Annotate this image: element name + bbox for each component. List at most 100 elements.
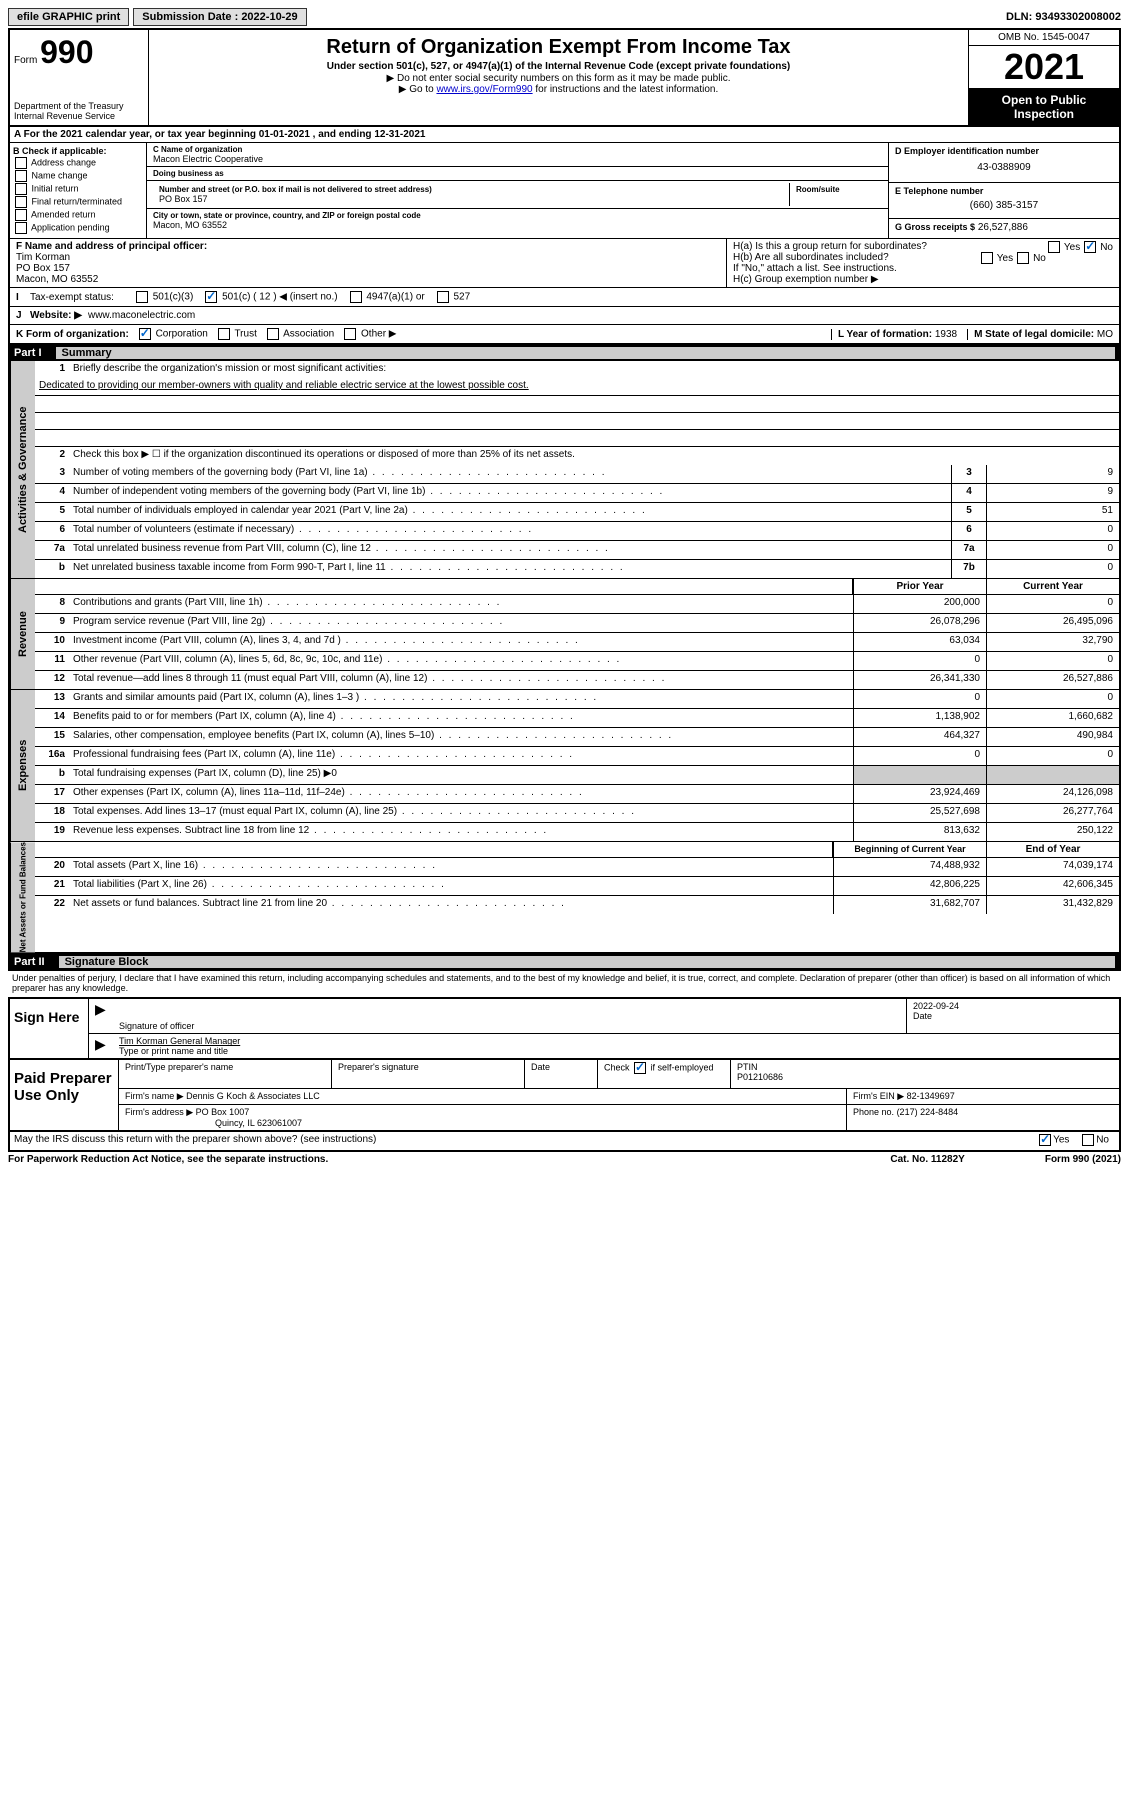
principal-officer: F Name and address of principal officer:… bbox=[10, 239, 727, 287]
telephone-row: E Telephone number (660) 385-3157 bbox=[889, 183, 1119, 219]
tax-year: 2021 bbox=[969, 46, 1119, 89]
section-bcd: B Check if applicable: Address change Na… bbox=[8, 143, 1121, 238]
expense-line-16a: 16a Professional fundraising fees (Part … bbox=[35, 747, 1119, 766]
address-row: Number and street (or P.O. box if mail i… bbox=[147, 181, 888, 209]
row-j-website: J Website: ▶ www.maconelectric.com bbox=[8, 306, 1121, 324]
column-d-ein-tel: D Employer identification number 43-0388… bbox=[889, 143, 1119, 238]
cb-address-change[interactable]: Address change bbox=[13, 157, 143, 169]
signature-section: Sign Here ▶ Signature of officer 2022-09… bbox=[8, 997, 1121, 1060]
city-row: City or town, state or province, country… bbox=[147, 209, 888, 232]
form-title: Return of Organization Exempt From Incom… bbox=[153, 36, 964, 59]
firm-phone: (217) 224-8484 bbox=[897, 1107, 959, 1117]
type-name-label: Type or print name and title bbox=[119, 1046, 1113, 1056]
firm-city: Quincy, IL 623061007 bbox=[125, 1118, 840, 1128]
expense-line-15: 15 Salaries, other compensation, employe… bbox=[35, 728, 1119, 747]
netassets-line-22: 22 Net assets or fund balances. Subtract… bbox=[35, 896, 1119, 914]
top-bar: efile GRAPHIC print Submission Date : 20… bbox=[8, 8, 1121, 26]
netassets-line-20: 20 Total assets (Part X, line 16) 74,488… bbox=[35, 858, 1119, 877]
firm-name: Dennis G Koch & Associates LLC bbox=[186, 1091, 320, 1101]
column-c-org-info: C Name of organization Macon Electric Co… bbox=[147, 143, 889, 238]
expense-line-b: b Total fundraising expenses (Part IX, c… bbox=[35, 766, 1119, 785]
cb-initial-return[interactable]: Initial return bbox=[13, 183, 143, 195]
cb-final-return[interactable]: Final return/terminated bbox=[13, 196, 143, 208]
revenue-line-9: 9 Program service revenue (Part VIII, li… bbox=[35, 614, 1119, 633]
cb-amended[interactable]: Amended return bbox=[13, 209, 143, 221]
header-right: OMB No. 1545-0047 2021 Open to Public In… bbox=[968, 30, 1119, 125]
subtitle-3: ▶ Go to www.irs.gov/Form990 for instruct… bbox=[153, 84, 964, 95]
mission-blank1 bbox=[35, 396, 1119, 413]
mission-text: Dedicated to providing our member-owners… bbox=[35, 379, 1119, 396]
discuss-yes-no[interactable]: Yes No bbox=[1027, 1132, 1119, 1150]
part1-header: Part I Summary bbox=[8, 345, 1121, 361]
subtitle-2: ▶ Do not enter social security numbers o… bbox=[153, 73, 964, 84]
column-b-checkboxes: B Check if applicable: Address change Na… bbox=[10, 143, 147, 238]
mission-blank3 bbox=[35, 430, 1119, 447]
revenue-line-10: 10 Investment income (Part VIII, column … bbox=[35, 633, 1119, 652]
vtab-revenue: Revenue bbox=[10, 579, 35, 689]
ptin-value: P01210686 bbox=[737, 1072, 1113, 1082]
self-employed-check[interactable]: Check if self-employed bbox=[604, 1062, 724, 1074]
website-value: www.maconelectric.com bbox=[88, 310, 195, 321]
gov-line-3: 3 Number of voting members of the govern… bbox=[35, 465, 1119, 484]
discuss-row: May the IRS discuss this return with the… bbox=[8, 1132, 1121, 1152]
header-left: Form 990 Department of the Treasury Inte… bbox=[10, 30, 149, 125]
h-a: H(a) Is this a group return for subordin… bbox=[733, 241, 1113, 252]
officer-name: Tim Korman bbox=[16, 252, 720, 263]
street-address: PO Box 157 bbox=[159, 194, 783, 204]
gov-line-6: 6 Total number of volunteers (estimate i… bbox=[35, 522, 1119, 541]
expense-line-19: 19 Revenue less expenses. Subtract line … bbox=[35, 823, 1119, 841]
irs-link[interactable]: www.irs.gov/Form990 bbox=[436, 84, 532, 95]
ein-row: D Employer identification number 43-0388… bbox=[889, 143, 1119, 183]
omb-number: OMB No. 1545-0047 bbox=[969, 30, 1119, 46]
officer-addr1: PO Box 157 bbox=[16, 263, 720, 274]
sign-here-label: Sign Here bbox=[10, 999, 89, 1058]
form-prefix: Form bbox=[14, 55, 37, 66]
open-public-badge: Open to Public Inspection bbox=[969, 89, 1119, 125]
paid-preparer-label: Paid Preparer Use Only bbox=[10, 1060, 119, 1130]
line2-text: Check this box ▶ ☐ if the organization d… bbox=[69, 447, 1119, 465]
page-footer: For Paperwork Reduction Act Notice, see … bbox=[8, 1152, 1121, 1167]
org-name-row: C Name of organization Macon Electric Co… bbox=[147, 143, 888, 167]
footer-form: Form 990 (2021) bbox=[1045, 1154, 1121, 1165]
gov-line-4: 4 Number of independent voting members o… bbox=[35, 484, 1119, 503]
city-state-zip: Macon, MO 63552 bbox=[153, 220, 882, 230]
submission-date-button[interactable]: Submission Date : 2022-10-29 bbox=[133, 8, 306, 26]
revenue-col-headers: Prior Year Current Year bbox=[35, 579, 1119, 595]
gov-line-b: b Net unrelated business taxable income … bbox=[35, 560, 1119, 578]
revenue-line-12: 12 Total revenue—add lines 8 through 11 … bbox=[35, 671, 1119, 689]
header-middle: Return of Organization Exempt From Incom… bbox=[149, 30, 968, 125]
efile-button[interactable]: efile GRAPHIC print bbox=[8, 8, 129, 26]
arrow-icon-2: ▶ bbox=[89, 1034, 113, 1058]
line1-label: Briefly describe the organization's miss… bbox=[69, 361, 1119, 379]
form-header: Form 990 Department of the Treasury Inte… bbox=[8, 28, 1121, 127]
expense-line-13: 13 Grants and similar amounts paid (Part… bbox=[35, 690, 1119, 709]
department-text: Department of the Treasury Internal Reve… bbox=[14, 101, 144, 121]
cb-application-pending[interactable]: Application pending bbox=[13, 222, 143, 234]
expense-line-14: 14 Benefits paid to or for members (Part… bbox=[35, 709, 1119, 728]
vtab-governance: Activities & Governance bbox=[10, 361, 35, 578]
netassets-line-21: 21 Total liabilities (Part X, line 26) 4… bbox=[35, 877, 1119, 896]
footer-left: For Paperwork Reduction Act Notice, see … bbox=[8, 1154, 890, 1165]
telephone-value: (660) 385-3157 bbox=[895, 196, 1113, 215]
cb-name-change[interactable]: Name change bbox=[13, 170, 143, 182]
officer-signed-name: Tim Korman General Manager bbox=[119, 1036, 1113, 1046]
officer-addr2: Macon, MO 63552 bbox=[16, 274, 720, 285]
dba-row: Doing business as bbox=[147, 167, 888, 181]
expense-line-18: 18 Total expenses. Add lines 13–17 (must… bbox=[35, 804, 1119, 823]
gov-line-7a: 7a Total unrelated business revenue from… bbox=[35, 541, 1119, 560]
gov-line-5: 5 Total number of individuals employed i… bbox=[35, 503, 1119, 522]
h-b: H(b) Are all subordinates included? Yes … bbox=[733, 252, 1113, 263]
date-label: Date bbox=[913, 1011, 1113, 1021]
mission-blank2 bbox=[35, 413, 1119, 430]
section-h: H(a) Is this a group return for subordin… bbox=[727, 239, 1119, 287]
sig-officer-label: Signature of officer bbox=[119, 1021, 900, 1031]
expense-line-17: 17 Other expenses (Part IX, column (A), … bbox=[35, 785, 1119, 804]
org-name: Macon Electric Cooperative bbox=[153, 154, 882, 164]
firm-ein: 82-1349697 bbox=[907, 1091, 955, 1101]
preparer-section: Paid Preparer Use Only Print/Type prepar… bbox=[8, 1060, 1121, 1132]
vtab-netassets: Net Assets or Fund Balances bbox=[10, 842, 35, 952]
row-f-h: F Name and address of principal officer:… bbox=[8, 238, 1121, 287]
b-label: B Check if applicable: bbox=[13, 146, 143, 156]
arrow-icon: ▶ bbox=[89, 999, 113, 1033]
netassets-col-headers: Beginning of Current Year End of Year bbox=[35, 842, 1119, 858]
